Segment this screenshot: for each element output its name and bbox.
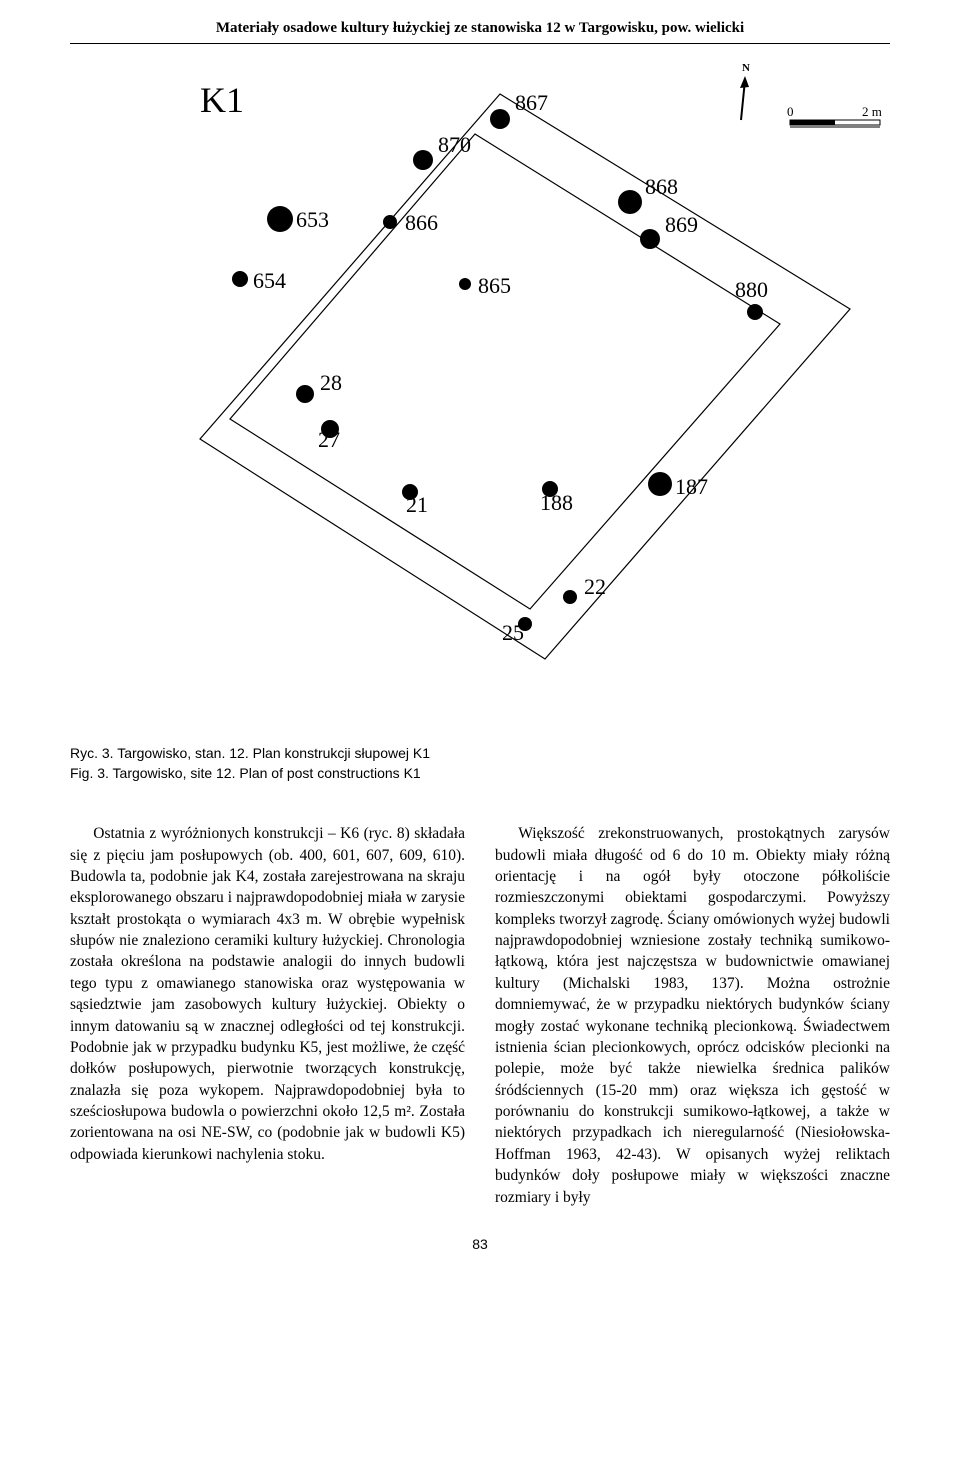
posthole-653 bbox=[267, 206, 293, 232]
body-col-left: Ostatnia z wyróżnionych konstrukcji – K6… bbox=[70, 823, 465, 1208]
posthole-label-865: 865 bbox=[478, 273, 511, 299]
posthole-label-187: 187 bbox=[675, 474, 708, 500]
posthole-865 bbox=[459, 278, 471, 290]
posthole-label-869: 869 bbox=[665, 212, 698, 238]
posthole-label-27: 27 bbox=[318, 427, 340, 453]
posthole-label-28: 28 bbox=[320, 370, 342, 396]
scalebar-two: 2 m bbox=[862, 104, 882, 120]
scalebar-zero: 0 bbox=[787, 104, 794, 120]
posthole-869 bbox=[640, 229, 660, 249]
posthole-label-188: 188 bbox=[540, 490, 573, 516]
page-number: 83 bbox=[0, 1236, 960, 1252]
posthole-label-866: 866 bbox=[405, 210, 438, 236]
posthole-label-880: 880 bbox=[735, 277, 768, 303]
posthole-label-868: 868 bbox=[645, 174, 678, 200]
body-columns: Ostatnia z wyróżnionych konstrukcji – K6… bbox=[70, 823, 890, 1208]
posthole-22 bbox=[563, 590, 577, 604]
posthole-label-653: 653 bbox=[296, 207, 329, 233]
caption-line-en: Fig. 3. Targowisko, site 12. Plan of pos… bbox=[70, 764, 890, 784]
header-rule bbox=[70, 43, 890, 44]
caption-line-pl: Ryc. 3. Targowisko, stan. 12. Plan konst… bbox=[70, 744, 890, 764]
posthole-label-870: 870 bbox=[438, 132, 471, 158]
running-header: Materiały osadowe kultury łużyckiej ze s… bbox=[0, 0, 960, 37]
posthole-label-22: 22 bbox=[584, 574, 606, 600]
posthole-654 bbox=[232, 271, 248, 287]
posthole-880 bbox=[747, 304, 763, 320]
figure-caption: Ryc. 3. Targowisko, stan. 12. Plan konst… bbox=[70, 744, 890, 783]
posthole-label-21: 21 bbox=[406, 492, 428, 518]
figure-k1: K1 8678708686538668696548658802827211881… bbox=[70, 64, 890, 734]
posthole-28 bbox=[296, 385, 314, 403]
posthole-187 bbox=[648, 472, 672, 496]
posthole-label-25: 25 bbox=[502, 620, 524, 646]
posthole-867 bbox=[490, 109, 510, 129]
body-para-left: Ostatnia z wyróżnionych konstrukcji – K6… bbox=[70, 823, 465, 1165]
posthole-label-654: 654 bbox=[253, 268, 286, 294]
body-para-right: Większość zrekonstruowanych, prostokątny… bbox=[495, 823, 890, 1208]
posthole-label-867: 867 bbox=[515, 90, 548, 116]
posthole-868 bbox=[618, 190, 642, 214]
posthole-866 bbox=[383, 215, 397, 229]
posthole-870 bbox=[413, 150, 433, 170]
body-col-right: Większość zrekonstruowanych, prostokątny… bbox=[495, 823, 890, 1208]
north-label: N bbox=[742, 62, 750, 74]
figure-svg bbox=[70, 64, 890, 734]
